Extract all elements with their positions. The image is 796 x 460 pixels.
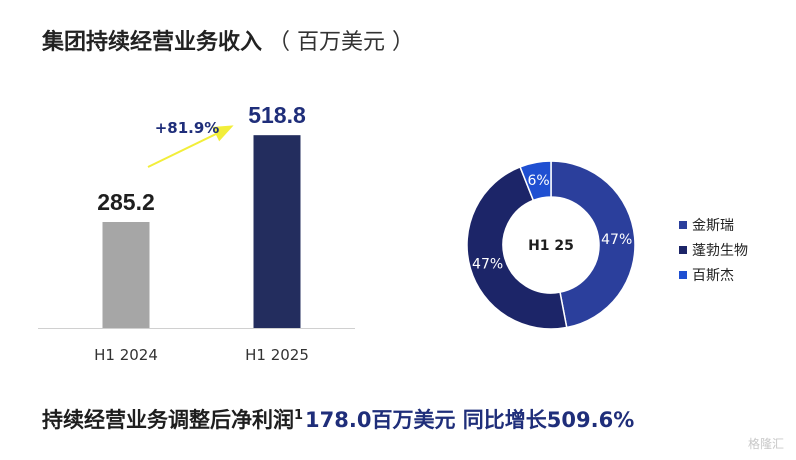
legend-swatch — [679, 271, 687, 279]
donut-slice — [466, 165, 568, 330]
footer-metric: 178.0百万美元 同比增长509.6% — [305, 408, 635, 432]
donut-slice — [519, 160, 552, 202]
page-title: 集团持续经营业务收入（ 百万美元 ） — [42, 24, 414, 56]
growth-arrow — [147, 125, 234, 168]
legend-label: 蓬勃生物 — [692, 243, 748, 259]
footer-lead: 持续经营业务调整后净利润 — [42, 408, 294, 432]
legend-swatch — [679, 221, 687, 229]
bar-chart: 285.2 H1 2024 518.8 H1 2025 +81.9% — [38, 102, 355, 364]
donut-chart: 47% 47% 6% H1 25 — [466, 160, 636, 330]
legend-swatch — [679, 246, 687, 254]
donut-slice-label: 47% — [472, 256, 503, 272]
watermark-logo: 格隆汇 — [747, 437, 784, 451]
x-tick-label: H1 2025 — [245, 346, 309, 364]
bar-h1-2024 — [102, 222, 150, 328]
bar-value-label: 285.2 — [97, 189, 155, 215]
bar-h1-2025 — [253, 135, 301, 328]
footer-summary: 持续经营业务调整后净利润1178.0百万美元 同比增长509.6% — [42, 404, 634, 434]
bar-value-label: 518.8 — [248, 102, 306, 128]
donut-center-label: H1 25 — [528, 238, 574, 254]
donut-slice-label: 47% — [601, 232, 632, 248]
growth-label: +81.9% — [155, 119, 220, 137]
donut-slice — [550, 160, 636, 329]
legend-label: 百斯杰 — [692, 268, 734, 284]
donut-slice-label: 6% — [528, 173, 550, 189]
x-tick-label: H1 2024 — [94, 346, 158, 364]
title-unit: （ 百万美元 ） — [268, 30, 415, 55]
legend-label: 金斯瑞 — [692, 218, 734, 234]
footer-footnote-marker: 1 — [294, 408, 304, 423]
title-text: 集团持续经营业务收入 — [42, 30, 263, 55]
